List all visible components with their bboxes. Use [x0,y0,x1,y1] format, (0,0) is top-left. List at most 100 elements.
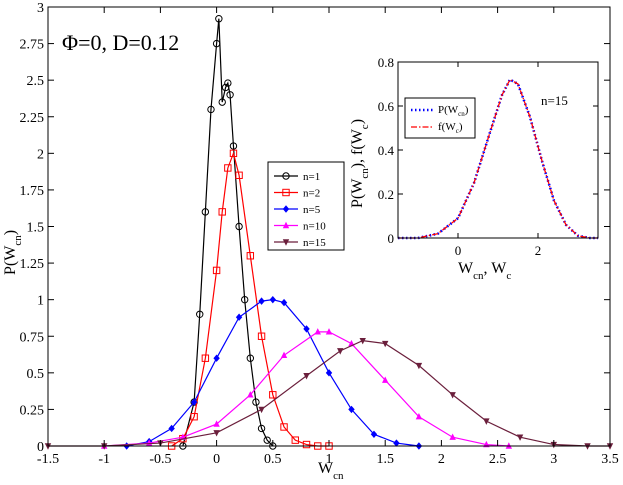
data-point-n=15 [415,362,423,370]
inset-background [398,62,598,238]
data-point-n=15 [359,337,366,345]
main-x-label-main: W [318,460,334,477]
main-y-tick-label: 3 [37,1,44,16]
main-y-label-main: P(W [2,245,19,275]
main-y-tick-label: 0.75 [20,330,45,345]
data-point-n=2 [291,436,299,444]
data-point-n=10 [213,420,220,427]
series-line-n=2 [171,151,329,447]
legend-marker-n=2 [282,188,290,197]
data-point-n=10 [325,328,333,335]
data-point-n=1 [201,208,210,216]
data-point-n=1 [226,91,234,99]
data-point-n=2 [224,164,232,172]
inset-legend-label-1: f(Wc) [438,121,463,135]
main-y-tick-label: 1.25 [20,257,45,272]
inset-y-axis-label: P(Wcn), f(Wc) [349,119,371,208]
data-point-n=1 [235,222,243,231]
data-point-n=1 [215,15,223,23]
main-legend: n=1 n=2 n=5 n=10 n=15 [267,161,345,251]
data-point-n=5 [168,424,175,433]
main-annotation: Φ=0, D=0.12 [62,30,179,55]
inset-legend-label-0: P(Wcn) [438,104,469,118]
legend-marker-n=10 [282,221,290,229]
inset-y-label-sub1: cn [359,168,371,179]
main-y-tick-label: 1.5 [27,221,45,236]
data-point-n=2 [246,252,255,260]
data-point-n=5 [325,369,333,377]
data-point-n=1 [246,354,255,362]
inset-y-tick-label: 0.8 [378,55,394,70]
main-x-tick-label: -0.5 [149,452,171,467]
main-y-tick-label: 0 [37,440,44,455]
inset-y-tick-label: 0.4 [378,143,395,158]
data-point-n=2 [257,332,266,340]
main-y-label-end: ) [2,230,19,235]
data-point-n=10 [280,351,288,358]
main-x-tick-label: 0.5 [264,452,282,467]
series-line-n=15 [48,340,610,447]
inset-legend-label-sub: c [456,127,459,135]
main-y-tick-label: 0.5 [27,367,45,382]
data-point-n=10 [382,376,389,383]
main-x-tick-label: 1 [326,452,333,467]
data-point-n=5 [213,354,220,362]
data-point-n=1 [229,142,238,150]
data-point-n=5 [303,325,310,333]
data-point-n=1 [241,295,249,304]
data-point-n=2 [229,149,238,158]
data-point-n=15 [382,340,389,348]
main-y-tick-label: 0.25 [20,403,45,418]
legend-label-n=2: n=2 [303,188,320,200]
inset-y-tick-label: 0.6 [378,99,395,114]
main-y-tick-label: 2.5 [27,74,45,89]
data-point-n=1 [207,105,215,114]
legend-label-n=10: n=10 [303,221,326,233]
inset-legend-label-end: ) [459,121,463,133]
data-point-n=10 [247,391,254,398]
legend-label-n=15: n=15 [303,237,326,249]
main-y-tick-label: 2.25 [20,111,45,126]
data-point-n=2 [190,413,198,421]
inset-y-tick-label: 0.2 [378,187,394,202]
inset-legend-label-sub: cn [458,110,465,118]
main-x-tick-label: -1.5 [37,452,59,467]
data-point-n=5 [190,398,198,406]
data-point-n=15 [516,434,524,441]
main-x-tick-label: 1.5 [376,452,394,467]
data-point-n=10 [314,328,321,335]
data-point-n=2 [218,208,226,216]
legend-marker-n=5 [282,205,290,213]
main-y-tick-label: 2 [37,147,44,162]
inset-x-label-sub2: c [506,270,511,282]
inset-x-label-sub1: cn [473,270,484,282]
series-line-n=1 [182,18,274,447]
main-y-tick-label: 1.75 [20,184,45,199]
data-point-n=2 [201,354,210,362]
data-point-n=15 [483,418,490,425]
inset-y-tick-label: 0 [388,231,395,246]
data-point-n=5 [370,430,378,438]
main-x-tick-label: 3.5 [601,452,619,467]
data-point-n=2 [235,171,243,179]
inset-x-axis-label: Wcn, Wc [458,260,511,282]
main-y-tick-label: 1 [37,294,44,309]
inset-x-tick-label: 2 [535,243,542,258]
main-ticks: -1.5 -1 -0.5 0 0.5 1 1.5 2 2.5 3 3.5 0 0.25 0.5 0.75 1 1… [20,1,619,467]
data-point-n=2 [269,391,277,399]
data-point-n=1 [252,398,260,406]
main-x-tick-label: 0 [213,452,220,467]
main-x-tick-label: -1 [98,452,110,467]
inset-legend-label-main: f(W [438,121,456,133]
inset-legend: P(Wcn) f(Wc) [404,97,476,139]
legend-label-n=5: n=5 [303,204,321,216]
data-point-n=10 [415,413,423,420]
main-y-tick-label: 2.75 [20,38,45,53]
inset-annotation: n=15 [541,93,568,108]
main-marks [44,15,614,450]
data-point-n=15 [258,406,265,414]
main-x-tick-label: 3 [550,452,557,467]
inset-chart: 0 200.20.40.60.8 n=15 Wcn, Wc P(Wcn), f(W… [349,55,599,282]
